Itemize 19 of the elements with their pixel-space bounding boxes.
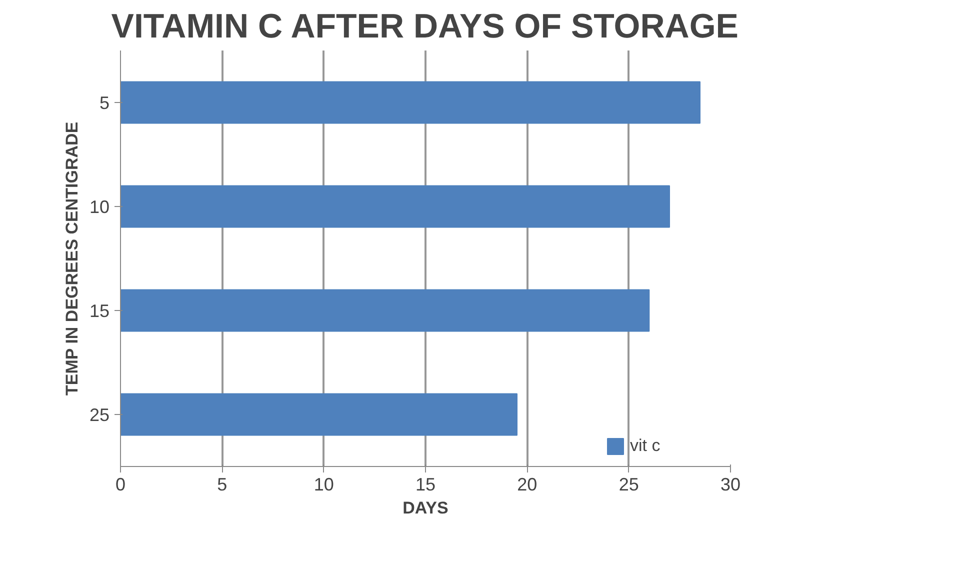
bar bbox=[120, 185, 670, 228]
y-axis-title: TEMP IN DEGREES CENTIGRADE bbox=[62, 122, 82, 396]
x-tick-label: 5 bbox=[217, 474, 228, 494]
x-tick-label: 25 bbox=[618, 474, 639, 494]
x-tick-label: 10 bbox=[314, 474, 334, 494]
bar bbox=[120, 81, 700, 124]
y-tick-label: 25 bbox=[89, 405, 110, 425]
chart-title: VITAMIN C AFTER DAYS OF STORAGE bbox=[111, 8, 738, 46]
x-tick-label: 30 bbox=[720, 474, 741, 494]
bar bbox=[120, 289, 650, 332]
x-tick-label: 15 bbox=[415, 474, 436, 494]
legend-label: vit c bbox=[630, 436, 662, 456]
x-tick-label: 20 bbox=[517, 474, 538, 494]
bar bbox=[120, 393, 518, 436]
y-tick-label: 5 bbox=[99, 93, 110, 113]
x-tick-label: 0 bbox=[115, 474, 126, 494]
y-tick-label: 15 bbox=[89, 301, 110, 321]
y-tick-label: 10 bbox=[89, 197, 110, 217]
x-axis-title: DAYS bbox=[402, 498, 448, 518]
